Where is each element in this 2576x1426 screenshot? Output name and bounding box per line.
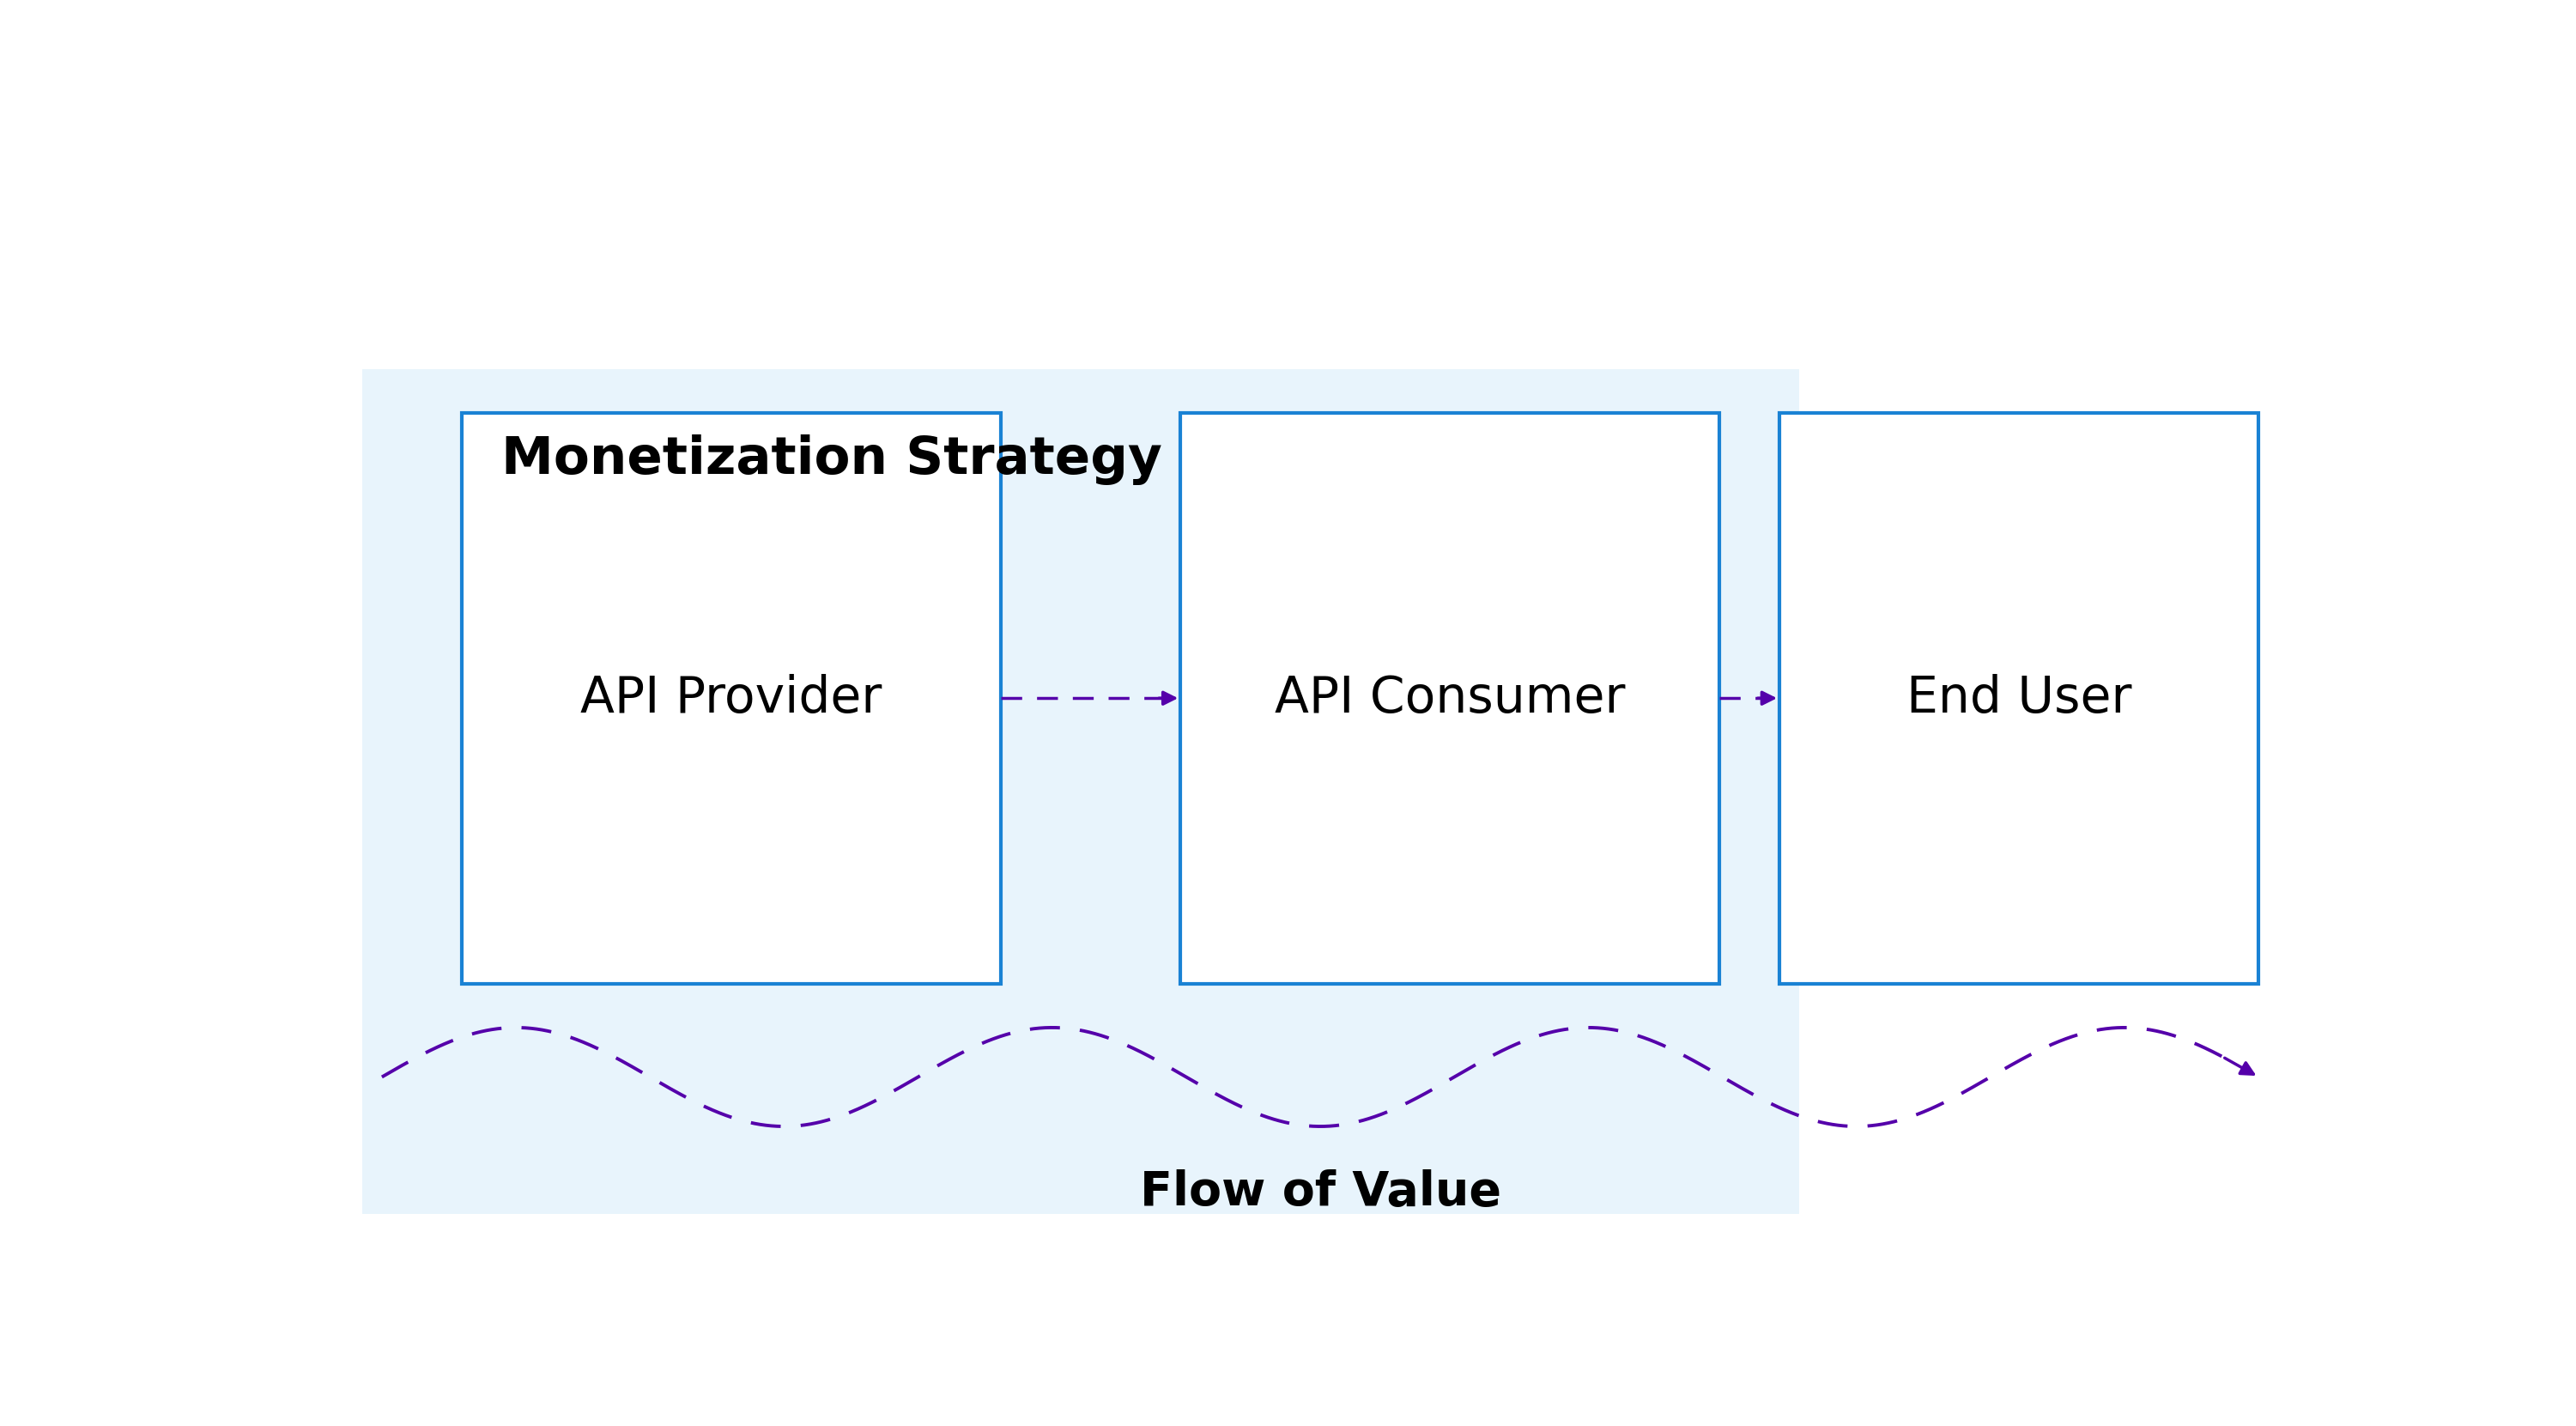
Bar: [1180, 412, 1721, 984]
Bar: [1780, 412, 2259, 984]
Bar: [461, 412, 999, 984]
Text: API Provider: API Provider: [580, 673, 881, 723]
Text: End User: End User: [1906, 673, 2130, 723]
Text: API Consumer: API Consumer: [1275, 673, 1625, 723]
Bar: [361, 369, 1798, 1215]
Text: Flow of Value: Flow of Value: [1139, 1169, 1502, 1215]
Text: Monetization Strategy: Monetization Strategy: [502, 435, 1162, 485]
